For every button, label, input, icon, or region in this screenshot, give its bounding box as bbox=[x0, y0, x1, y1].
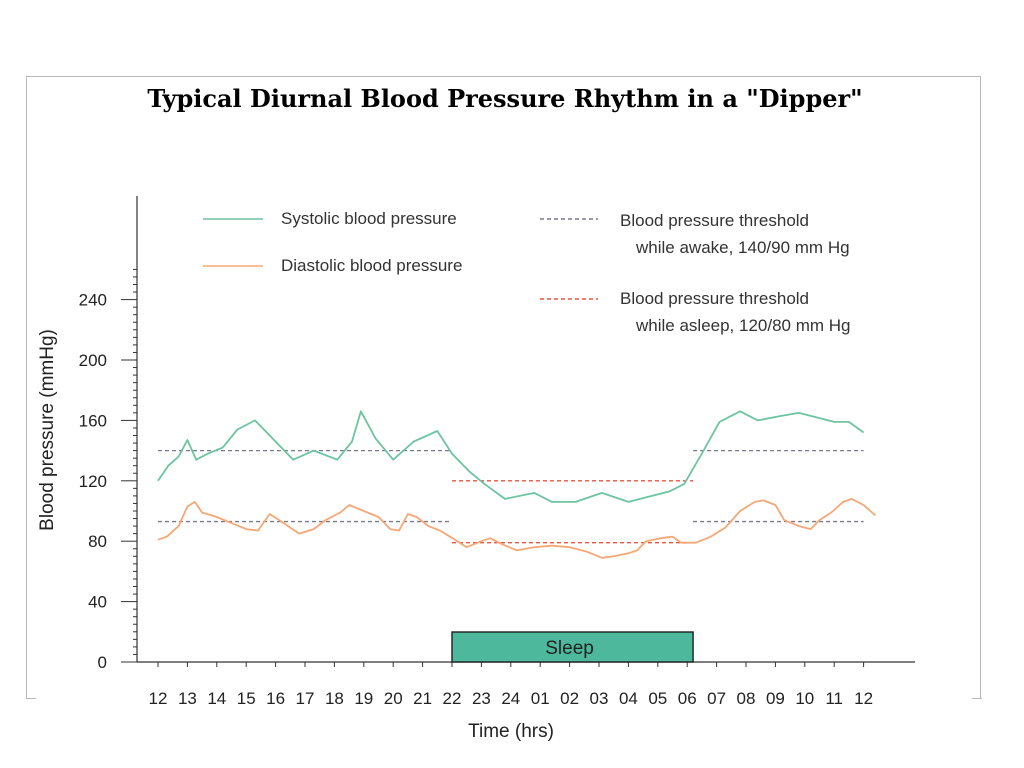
x-tick-label: 14 bbox=[207, 689, 226, 708]
legend-asleep-label-2: while asleep, 120/80 mm Hg bbox=[635, 316, 851, 335]
x-tick-label: 17 bbox=[296, 689, 315, 708]
y-tick-label: 40 bbox=[88, 593, 107, 612]
y-axis-title: Blood pressure (mmHg) bbox=[37, 329, 58, 531]
x-tick-label: 06 bbox=[678, 689, 697, 708]
x-tick-label: 08 bbox=[737, 689, 756, 708]
x-tick-label: 13 bbox=[178, 689, 197, 708]
y-tick-label: 0 bbox=[98, 653, 107, 672]
threshold-layer bbox=[158, 449, 864, 544]
x-tick-label: 02 bbox=[560, 689, 579, 708]
legend: Systolic blood pressure Diastolic blood … bbox=[203, 209, 851, 335]
legend-awake-label-1: Blood pressure threshold bbox=[620, 211, 809, 230]
x-tick-label: 09 bbox=[766, 689, 785, 708]
diastolic-series-line bbox=[157, 497, 876, 559]
x-tick-label: 23 bbox=[472, 689, 491, 708]
x-tick-label: 16 bbox=[266, 689, 285, 708]
x-tick-label: 20 bbox=[384, 689, 403, 708]
x-tick-label: 24 bbox=[501, 689, 520, 708]
series-layer bbox=[157, 410, 876, 559]
x-tick-label: 07 bbox=[707, 689, 726, 708]
x-tick-label: 22 bbox=[443, 689, 462, 708]
sleep-band bbox=[451, 631, 694, 663]
x-tick-label: 18 bbox=[325, 689, 344, 708]
y-tick-label: 80 bbox=[88, 532, 107, 551]
sleep-layer: Sleep bbox=[451, 631, 694, 663]
frame-corner-left bbox=[26, 698, 36, 699]
x-tick-label: 15 bbox=[237, 689, 256, 708]
x-tick-label: 21 bbox=[413, 689, 432, 708]
x-axis-title: Time (hrs) bbox=[468, 721, 554, 742]
systolic-series-line bbox=[157, 410, 865, 503]
x-tick-label: 12 bbox=[149, 689, 168, 708]
y-tick-label: 120 bbox=[79, 472, 107, 491]
y-tick-label: 200 bbox=[79, 351, 107, 370]
x-tick-label: 19 bbox=[354, 689, 373, 708]
x-tick-label: 03 bbox=[590, 689, 609, 708]
x-tick-label: 01 bbox=[531, 689, 550, 708]
sleep-label: Sleep bbox=[545, 638, 594, 659]
chart-frame bbox=[26, 76, 981, 699]
legend-systolic-label: Systolic blood pressure bbox=[281, 209, 457, 228]
chart-title: Typical Diurnal Blood Pressure Rhythm in… bbox=[147, 84, 863, 113]
x-tick-label: 05 bbox=[648, 689, 667, 708]
y-tick-label: 160 bbox=[79, 411, 107, 430]
x-tick-label: 12 bbox=[854, 689, 873, 708]
x-tick-label: 11 bbox=[825, 689, 843, 708]
legend-asleep-label-1: Blood pressure threshold bbox=[620, 289, 809, 308]
y-tick-label: 240 bbox=[79, 291, 107, 310]
x-tick-label: 04 bbox=[619, 689, 638, 708]
legend-awake-label-2: while awake, 140/90 mm Hg bbox=[635, 238, 850, 257]
legend-diastolic-label: Diastolic blood pressure bbox=[281, 256, 462, 275]
x-tick-label: 10 bbox=[795, 689, 814, 708]
frame-corner-right bbox=[972, 698, 982, 699]
